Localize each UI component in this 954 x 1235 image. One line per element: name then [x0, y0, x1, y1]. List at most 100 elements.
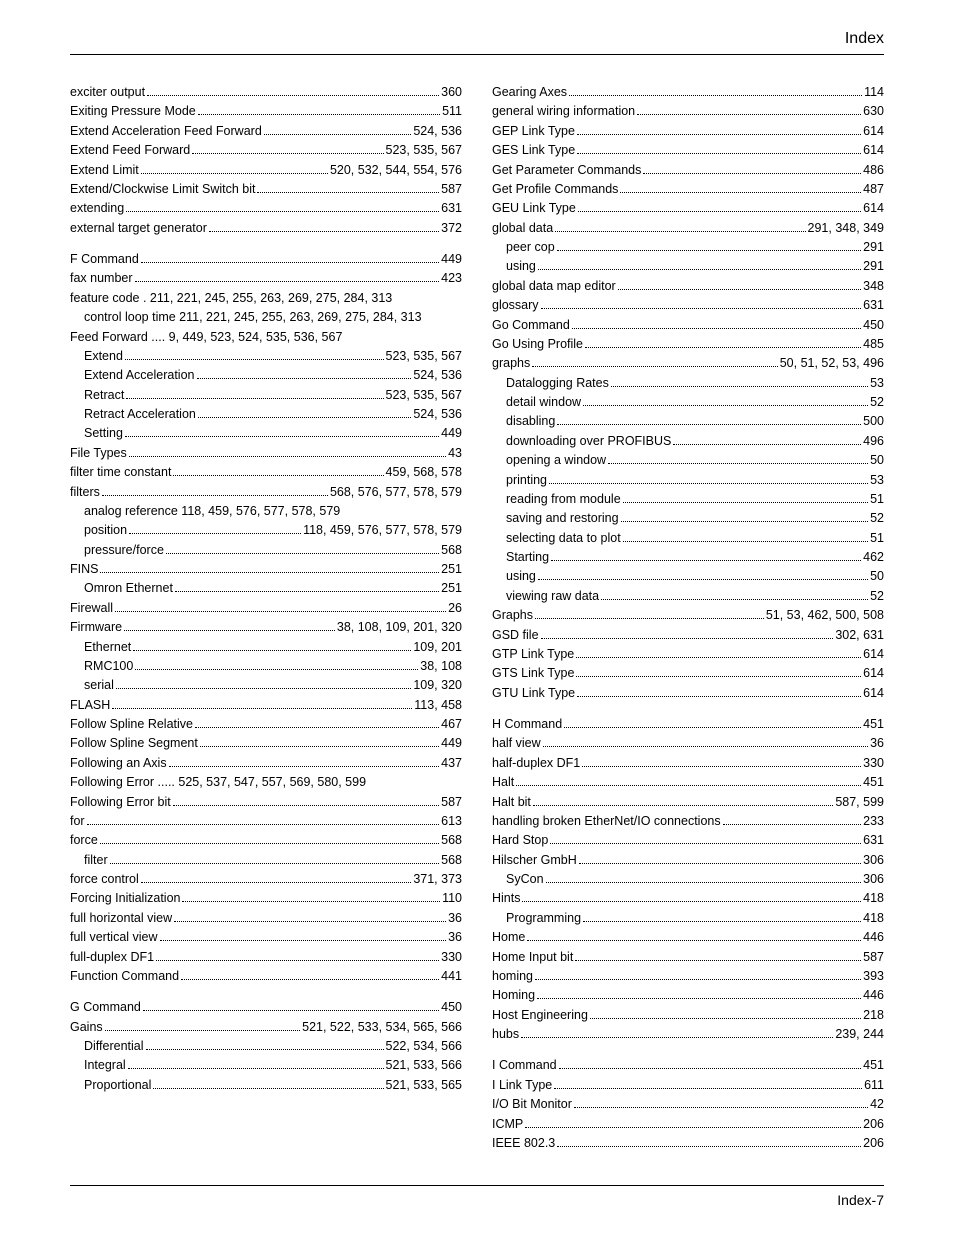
index-term: glossary	[492, 296, 539, 315]
leader-dots	[621, 521, 869, 522]
index-pages: 26	[448, 599, 462, 618]
page-number: Index-7	[837, 1192, 884, 1208]
leader-dots	[541, 308, 862, 309]
leader-dots	[551, 560, 861, 561]
index-pages: 360	[441, 83, 462, 102]
index-entry: saving and restoring52	[492, 509, 884, 528]
index-term: force control	[70, 870, 139, 889]
index-entry: Go Command450	[492, 316, 884, 335]
leader-dots	[156, 960, 439, 961]
index-term: Firmware	[70, 618, 122, 637]
index-term: Hints	[492, 889, 520, 908]
index-pages: 449	[441, 424, 462, 443]
leader-dots	[525, 1127, 861, 1128]
index-pages: 50, 51, 52, 53, 496	[780, 354, 884, 373]
index-entry: Setting449	[70, 424, 462, 443]
index-term: G Command	[70, 998, 141, 1017]
index-term: GTU Link Type	[492, 684, 575, 703]
index-term: handling broken EtherNet/IO connections	[492, 812, 721, 831]
index-term: IEEE 802.3	[492, 1134, 555, 1153]
index-entry: IEEE 802.3 206	[492, 1134, 884, 1153]
index-pages: 450	[441, 998, 462, 1017]
index-term: saving and restoring	[506, 509, 619, 528]
leader-dots	[583, 405, 868, 406]
leader-dots	[124, 630, 335, 631]
index-term: Omron Ethernet	[84, 579, 173, 598]
index-entry: GTS Link Type614	[492, 664, 884, 683]
index-term: half-duplex DF1	[492, 754, 580, 773]
index-term: Go Using Profile	[492, 335, 583, 354]
index-pages: 524, 536	[413, 366, 462, 385]
index-term: reading from module	[506, 490, 621, 509]
leader-dots	[87, 824, 440, 825]
index-pages: 218	[863, 1006, 884, 1025]
index-pages: 568	[441, 541, 462, 560]
index-term: Retract Acceleration	[84, 405, 196, 424]
index-entry: Extend/Clockwise Limit Switch bit 587	[70, 180, 462, 199]
index-entry: homing393	[492, 967, 884, 986]
left-column: exciter output360Exiting Pressure Mode51…	[70, 83, 462, 1153]
index-term: Home Input bit	[492, 948, 573, 967]
index-entry: Extend Acceleration524, 536	[70, 366, 462, 385]
index-pages: 449	[441, 250, 462, 269]
index-entry: glossary 631	[492, 296, 884, 315]
leader-dots	[533, 805, 833, 806]
index-entry: Extend Acceleration Feed Forward524, 536	[70, 122, 462, 141]
index-term: Extend/Clockwise Limit Switch bit	[70, 180, 255, 199]
index-term: Forcing Initialization	[70, 889, 180, 908]
index-entry: opening a window50	[492, 451, 884, 470]
index-entry: File Types43	[70, 444, 462, 463]
leader-dots	[126, 211, 439, 212]
index-pages: 330	[441, 948, 462, 967]
leader-dots	[173, 805, 439, 806]
index-pages: 36	[448, 928, 462, 947]
index-pages: 36	[870, 734, 884, 753]
index-term: filters	[70, 483, 100, 502]
index-entry: Retract Acceleration524, 536	[70, 405, 462, 424]
leader-dots	[135, 281, 440, 282]
index-pages: 462	[863, 548, 884, 567]
leader-dots	[141, 882, 412, 883]
leader-dots	[173, 475, 383, 476]
index-pages: 523, 535, 567	[386, 347, 462, 366]
leader-dots	[100, 572, 439, 573]
index-pages: 485	[863, 335, 884, 354]
index-pages: 611	[864, 1076, 884, 1095]
leader-dots	[169, 766, 440, 767]
leader-dots	[601, 599, 868, 600]
index-entry: ICMP206	[492, 1115, 884, 1134]
index-term: exciter output	[70, 83, 145, 102]
leader-dots	[129, 533, 301, 534]
index-entry: viewing raw data52	[492, 587, 884, 606]
index-entry: extending631	[70, 199, 462, 218]
index-pages: 38, 108	[420, 657, 462, 676]
index-pages: 206	[863, 1134, 884, 1153]
index-term: Halt	[492, 773, 514, 792]
index-entry: peer cop291	[492, 238, 884, 257]
leader-dots	[555, 231, 805, 232]
leader-dots	[198, 114, 440, 115]
index-term: downloading over PROFIBUS	[506, 432, 671, 451]
index-entry: downloading over PROFIBUS496	[492, 432, 884, 451]
index-pages: 110	[442, 889, 462, 908]
leader-dots	[582, 766, 861, 767]
index-term: position	[84, 521, 127, 540]
index-pages: 631	[863, 296, 884, 315]
index-term: Get Parameter Commands	[492, 161, 641, 180]
index-pages: 487	[863, 180, 884, 199]
index-entry: half view36	[492, 734, 884, 753]
index-pages: 631	[863, 831, 884, 850]
index-pages: 587	[441, 180, 462, 199]
index-entry: Get Parameter Commands486	[492, 161, 884, 180]
leader-dots	[564, 727, 861, 728]
index-term: fax number	[70, 269, 133, 288]
index-term: GES Link Type	[492, 141, 575, 160]
index-term: FINS	[70, 560, 98, 579]
leader-dots	[125, 359, 384, 360]
index-term: GTS Link Type	[492, 664, 574, 683]
index-entry: Feed Forward .... 9, 449, 523, 524, 535,…	[70, 328, 462, 347]
index-pages: 113, 458	[414, 696, 462, 715]
index-entry: Following an Axis437	[70, 754, 462, 773]
index-term: homing	[492, 967, 533, 986]
leader-dots	[110, 863, 440, 864]
